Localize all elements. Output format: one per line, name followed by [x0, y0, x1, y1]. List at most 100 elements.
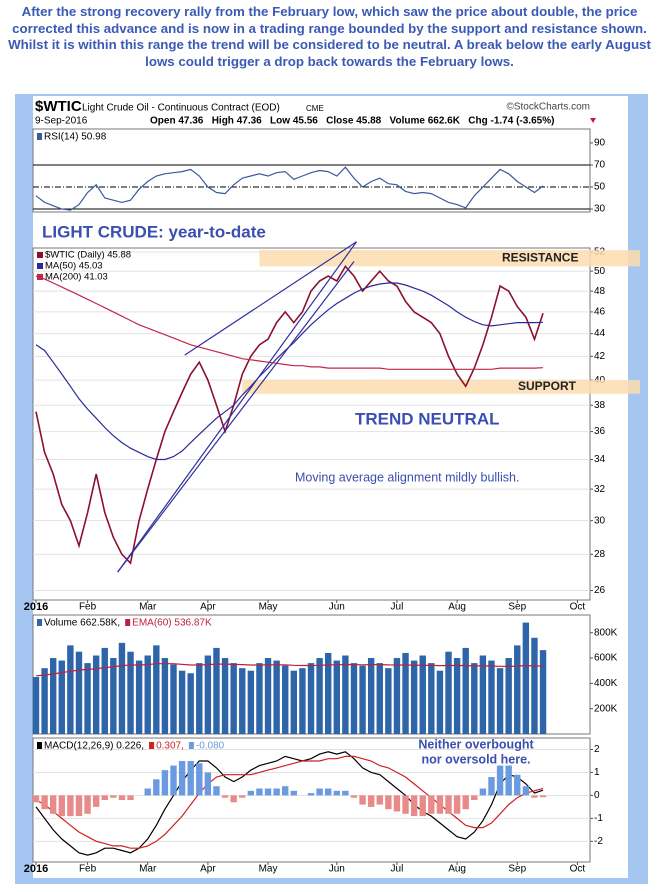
x-tick-label: Mar	[139, 864, 157, 875]
bar	[333, 790, 340, 796]
bar	[187, 760, 194, 796]
band-label: RESISTANCE	[502, 250, 578, 264]
bar	[67, 645, 74, 734]
bar	[393, 795, 401, 812]
chart-area	[33, 96, 628, 878]
bar	[376, 663, 383, 734]
bar	[410, 660, 418, 734]
bar	[256, 788, 263, 796]
bar	[32, 677, 40, 734]
legend-swatch	[37, 619, 42, 626]
legend-swatch	[37, 742, 42, 749]
bar	[118, 795, 126, 800]
line	[35, 751, 544, 856]
y-tick-label: -1	[594, 813, 603, 824]
x-tick-label: Jun	[329, 864, 345, 875]
bar	[196, 763, 203, 796]
bar	[333, 660, 340, 734]
y-tick-label: 42	[594, 351, 606, 362]
bar	[273, 660, 280, 734]
bar	[92, 655, 100, 734]
x-tick-label: Feb	[79, 602, 97, 613]
bar	[75, 795, 83, 817]
y-tick-label: 70	[594, 160, 606, 171]
bar	[41, 795, 48, 810]
line	[35, 755, 544, 849]
bar	[324, 652, 332, 734]
caption: After the strong recovery rally from the…	[8, 4, 651, 69]
annotation: nor oversold here.	[421, 752, 530, 766]
bar	[359, 665, 366, 734]
bar	[471, 795, 478, 800]
y-tick-label: 30	[594, 204, 606, 215]
bar	[144, 655, 151, 734]
line	[35, 275, 544, 370]
bar	[539, 650, 547, 734]
bar	[462, 795, 469, 810]
y-tick-label: 26	[594, 585, 606, 596]
y-tick-label: 800K	[594, 627, 618, 638]
bar	[505, 765, 512, 796]
bar	[58, 795, 65, 817]
bar	[247, 670, 255, 734]
trendline	[184, 241, 357, 356]
legend-swatch	[37, 133, 42, 140]
bar	[170, 765, 177, 796]
panel	[32, 128, 591, 213]
bar	[316, 658, 323, 734]
annotation: LIGHT CRUDE: year-to-date	[42, 222, 266, 241]
y-tick-label: 0	[594, 790, 600, 801]
bar	[230, 795, 237, 803]
x-tick-label: Sep	[508, 602, 526, 613]
y-tick-label: 34	[594, 454, 606, 465]
bar	[204, 772, 212, 796]
line	[35, 166, 544, 211]
bar	[479, 655, 487, 734]
bar	[247, 790, 255, 796]
bar	[67, 795, 74, 817]
bar	[479, 788, 487, 796]
y-tick-label: 48	[594, 286, 606, 297]
bar	[324, 788, 332, 796]
bar	[101, 647, 108, 734]
legend-swatch	[37, 274, 43, 280]
y-tick-label: 44	[594, 328, 606, 339]
line	[35, 663, 544, 677]
x-tick-label: Aug	[448, 602, 466, 613]
y-tick-label: 400K	[594, 678, 618, 689]
down-arrow	[590, 118, 596, 123]
y-tick-label: -2	[594, 836, 603, 847]
bar	[127, 651, 134, 734]
bar	[496, 668, 504, 734]
bar	[290, 670, 298, 734]
bar	[522, 622, 530, 734]
bar	[230, 663, 237, 734]
annotation: Moving average alignment mildly bullish.	[295, 470, 519, 484]
legend-label: EMA(60) 536.87K	[132, 618, 212, 629]
band	[242, 380, 641, 394]
legend-swatch	[37, 252, 43, 258]
bar	[264, 658, 272, 734]
bar	[402, 795, 409, 814]
bar	[307, 663, 315, 734]
legend-label: MA(50) 45.03	[45, 261, 103, 272]
bar	[342, 655, 349, 734]
stats: Open 47.36 High 47.36 Low 45.56 Close 45…	[150, 116, 554, 127]
legend-swatch	[37, 263, 43, 269]
x-tick-label: Apr	[200, 864, 216, 875]
bar	[307, 793, 315, 796]
band	[259, 250, 640, 267]
bar	[471, 663, 478, 734]
bar	[385, 668, 392, 734]
x-tick-label: Jun	[329, 602, 345, 613]
bar	[496, 765, 504, 796]
bar	[436, 795, 444, 814]
annotation: Neither overbought	[418, 737, 534, 751]
bar	[264, 788, 272, 796]
legend-label: -0.080	[196, 741, 225, 752]
y-tick-label: 2	[594, 744, 600, 755]
bar	[539, 795, 547, 798]
bar	[514, 645, 521, 734]
bar	[376, 795, 383, 805]
